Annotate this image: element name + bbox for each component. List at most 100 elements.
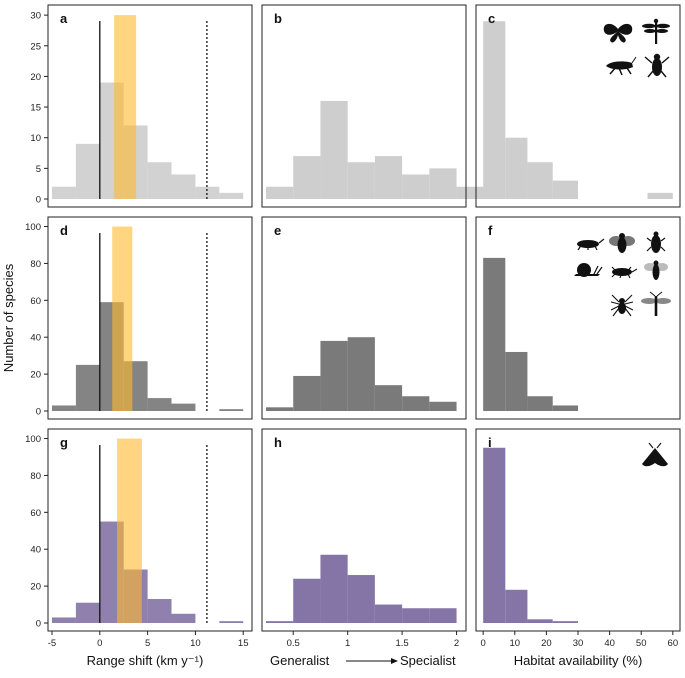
histogram-bar [527,619,553,623]
histogram-bar [52,186,76,199]
x-tick-label: 50 [636,638,647,649]
histogram-bar [402,174,430,199]
histogram-bar [293,156,321,199]
panel-b: b [261,4,484,208]
histogram-bar [219,621,244,623]
y-tick-label: 0 [36,195,41,206]
panel-frame [47,428,253,632]
panel-frame [47,216,253,420]
histogram-bar [429,168,457,199]
y-tick-label: 20 [30,582,41,593]
x-tick-label: 0 [97,638,102,649]
bee-icon [644,260,668,280]
x-tick-label: 15 [238,638,249,649]
histogram-bar [552,621,578,623]
range-shift-overlay-bar [117,438,142,623]
x-tick-label: 60 [668,638,679,649]
x-tick-label: -5 [48,638,56,649]
panel-letter: g [60,435,68,450]
histogram-bar [552,405,578,411]
ground-beetle-icon [577,238,605,251]
histogram-bar [483,257,506,411]
y-tick-label: 30 [30,11,41,22]
y-tick-label: 20 [30,370,41,381]
y-tick-label: 40 [30,333,41,344]
histogram-bar [75,143,100,199]
histogram-bar [320,100,348,199]
histogram-bar [147,599,172,623]
histogram-bar [483,447,506,623]
x-tick-label: 40 [604,638,615,649]
panel-letter: f [488,223,493,238]
histogram-bar [52,617,76,623]
histogram-bar [75,364,100,411]
y-tick-label: 0 [36,619,41,630]
histogram-bar [347,575,375,623]
histogram-bar [429,608,457,623]
x-axis-title-generalist: Generalist [270,653,330,668]
histogram-bar [147,162,172,199]
histogram-bar [347,337,375,411]
histogram-bar [147,398,172,411]
histogram-bar [52,405,76,411]
x-tick-label: 5 [145,638,150,649]
x-tick-label: 0.5 [287,638,300,649]
histogram-bar [171,174,196,199]
true-bug-icon [611,266,638,279]
y-tick-label: 60 [30,508,41,519]
wasp-icon [641,291,671,316]
panel-letter: e [274,223,281,238]
range-shift-overlay-bar [112,226,133,411]
panel-letter: b [274,11,282,26]
y-tick-label: 20 [30,72,41,83]
histogram-bar [402,608,430,623]
dragonfly-icon [642,18,670,44]
grasshopper-icon [606,56,637,76]
x-axis-title-habitat-availability: Habitat availability (%) [514,653,643,668]
histogram-bar [266,621,294,623]
y-tick-label: 5 [36,164,41,175]
y-tick-label: 100 [25,434,41,445]
histogram-bar [374,156,403,199]
histogram-bar [505,137,528,199]
histogram-bar [320,340,348,411]
y-tick-label: 100 [25,222,41,233]
histogram-bar [527,396,553,411]
panel-f: f [475,216,681,420]
histogram-bar [552,180,578,199]
histogram-bar [320,554,348,623]
panel-frame [261,216,467,420]
x-tick-label: 10 [509,638,520,649]
hoverfly-icon [609,233,635,253]
panel-c: c [475,4,681,208]
histogram-bar [527,162,553,199]
x-tick-label: 10 [190,638,201,649]
y-tick-label: 80 [30,259,41,270]
histogram-bar [293,578,321,623]
y-axis-title: Number of species [1,263,16,372]
panel-e: e [261,216,467,420]
panel-frame [47,4,253,208]
y-tick-label: 60 [30,296,41,307]
panel-letter: i [488,435,492,450]
histogram-bar [374,604,403,623]
panel-frame [475,216,681,420]
histogram-bar [374,385,403,411]
histogram-bar [402,396,430,411]
panel-letter: a [60,11,68,26]
y-tick-label: 25 [30,41,41,52]
histogram-bar [266,407,294,411]
panel-g: g 0 20 40 60 80 100 -5 0 5 10 15 [25,428,253,649]
histogram-bar [483,21,506,200]
ladybird-beetle-icon [646,231,666,253]
histogram-bar [171,403,196,411]
panel-a: a 0 5 10 15 20 25 30 [30,4,253,208]
moth-icon [642,442,668,467]
histogram-bar [266,186,294,199]
y-tick-label: 10 [30,133,41,144]
histogram-bar [219,192,244,199]
panel-h: h 0.5 1 1.5 2 [261,428,467,649]
panel-letter: h [274,435,282,450]
x-axis-title-range-shift: Range shift (km y⁻¹) [87,653,204,668]
